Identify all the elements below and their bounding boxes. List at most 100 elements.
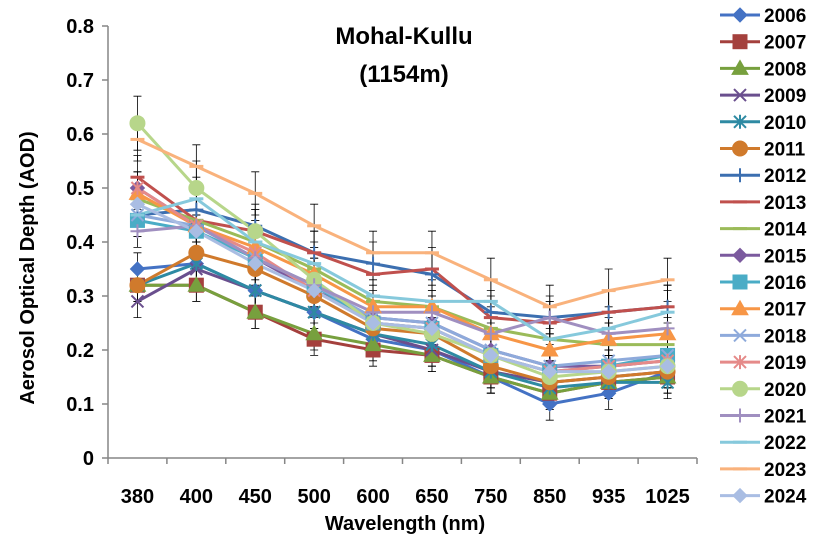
data-point (130, 181, 145, 195)
y-tick-label: 0 (83, 448, 94, 470)
legend-label: 2023 (764, 460, 806, 481)
legend-item: 2010 (720, 113, 806, 134)
data-point (130, 294, 145, 309)
legend-item: 2024 (720, 487, 807, 508)
legend-item: 2014 (720, 220, 807, 241)
tick-labels-layer: 0 0.1 0.2 0.3 0.4 0.5 0.6 0.7 0.8 380 400 450 500 600… (66, 16, 690, 508)
data-point (365, 315, 381, 331)
legend-item: 2018 (720, 326, 806, 347)
data-point (732, 34, 748, 50)
data-point (424, 305, 439, 320)
legend-label: 2013 (764, 193, 806, 214)
series-line (136, 138, 668, 309)
legend-item: 2012 (720, 166, 806, 187)
legend-label: 2010 (764, 113, 806, 134)
data-point (733, 328, 747, 343)
data-point (130, 224, 145, 239)
legend-label: 2017 (764, 300, 806, 321)
x-tick-label: 935 (592, 486, 625, 508)
data-point (424, 320, 440, 337)
data-point (307, 305, 321, 320)
legend-item: 2008 (720, 59, 806, 80)
data-point (732, 274, 748, 290)
y-tick-label: 0.2 (66, 340, 94, 362)
legend-item: 2017 (720, 299, 806, 321)
legend-item: 2006 (720, 6, 806, 27)
series-markers-layer (128, 115, 677, 412)
series-line (136, 197, 668, 347)
data-point (364, 335, 382, 352)
series-lines-layer (136, 122, 669, 406)
legend-item: 2011 (720, 140, 806, 161)
data-point (246, 303, 265, 319)
data-point (540, 340, 559, 357)
chart-subtitle: (1154m) (359, 61, 448, 88)
data-point (660, 321, 675, 336)
series-line (136, 262, 668, 390)
data-point (733, 114, 747, 129)
legend-label: 2024 (764, 487, 807, 508)
y-tick-label: 0.6 (66, 124, 94, 146)
data-point (732, 487, 748, 504)
x-tick-label: 750 (474, 486, 507, 508)
legend-item: 2019 (720, 353, 806, 374)
series-line (137, 208, 668, 320)
series-line (136, 175, 668, 325)
data-point (732, 7, 748, 23)
y-tick-label: 0.5 (66, 178, 94, 200)
legend-item: 2007 (720, 33, 806, 54)
legend-label: 2012 (764, 166, 806, 187)
series-line (137, 197, 668, 341)
data-point (483, 347, 499, 364)
data-point (188, 180, 205, 196)
y-tick-label: 0.3 (66, 286, 94, 308)
legend-label: 2020 (764, 380, 806, 401)
data-point (187, 276, 206, 292)
y-axis-title: Aerosol Optical Depth (AOD) (17, 131, 39, 404)
legend-item: 2013 (720, 193, 806, 214)
legend-item: 2016 (720, 273, 806, 294)
data-point (733, 168, 747, 183)
data-point (733, 408, 747, 423)
data-point (732, 247, 748, 264)
data-point (542, 363, 558, 380)
series-line (137, 283, 668, 395)
legend-item: 2009 (720, 86, 806, 107)
legend-label: 2006 (764, 6, 806, 27)
legend-item: 2021 (720, 407, 807, 428)
series-line (137, 224, 668, 336)
x-tick-label: 850 (533, 486, 566, 508)
y-tick-label: 0.4 (66, 232, 95, 254)
legend-item: 2023 (720, 460, 806, 481)
legend-label: 2008 (764, 59, 806, 80)
x-tick-label: 400 (180, 486, 213, 508)
data-point (659, 358, 676, 374)
data-point (188, 223, 205, 239)
legend-label: 2009 (764, 86, 806, 107)
data-point (366, 256, 381, 271)
data-point (129, 277, 146, 294)
legend-item: 2022 (720, 433, 806, 454)
legend-label: 2022 (764, 433, 806, 454)
data-point (732, 140, 748, 157)
series-line (136, 202, 668, 374)
data-point (483, 326, 498, 341)
data-point (305, 324, 324, 341)
x-tick-label: 600 (356, 486, 389, 508)
y-tick-label: 0.1 (66, 394, 94, 416)
x-tick-label: 500 (297, 486, 330, 508)
x-tick-label: 1025 (645, 486, 690, 508)
data-point (248, 283, 262, 298)
data-point (247, 255, 263, 272)
x-tick-label: 380 (121, 486, 154, 508)
legend-label: 2011 (764, 140, 806, 161)
legend-label: 2014 (764, 220, 807, 241)
data-point (600, 363, 617, 380)
data-point (188, 244, 205, 261)
legend-label: 2021 (764, 407, 807, 428)
series-line (136, 122, 668, 379)
chart-title: Mohal-Kullu (335, 23, 472, 50)
data-point (129, 115, 146, 132)
